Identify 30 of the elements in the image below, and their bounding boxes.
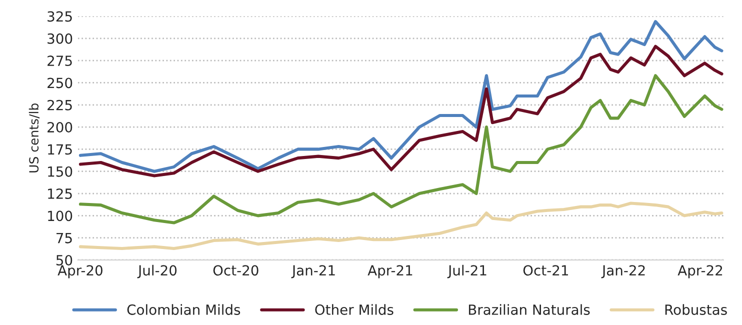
- legend-label: Other Milds: [315, 304, 394, 315]
- x-tick-label: Oct-21: [523, 265, 568, 276]
- y-tick-label: 275: [48, 56, 72, 66]
- x-tick-label: Jan-21: [291, 265, 335, 278]
- y-tick-label: 150: [48, 166, 72, 177]
- y-tick-label: 125: [48, 188, 72, 199]
- x-tick-label: Apr-22: [678, 265, 722, 278]
- y-axis-title: US cents/lb: [28, 104, 40, 172]
- x-tick-label: Jul-21: [447, 264, 486, 278]
- y-tick-label: 100: [48, 210, 72, 222]
- line-series: [78, 20, 724, 173]
- line-series: [78, 44, 724, 178]
- legend-label: Colombian Milds: [127, 304, 240, 315]
- y-tick-label: 325: [48, 11, 72, 22]
- y-tick-label: 50: [56, 254, 72, 266]
- x-tick-label: Apr-20: [58, 265, 102, 278]
- y-tick-label: 250: [48, 78, 72, 88]
- x-tick-label: Apr-21: [368, 265, 412, 278]
- legend-label: Brazilian Naturals: [468, 304, 590, 315]
- y-tick-label: 175: [48, 144, 72, 155]
- x-tick-label: Jan-22: [601, 265, 645, 278]
- x-tick-label: Oct-20: [213, 265, 258, 276]
- x-tick-label: Jul-20: [137, 264, 177, 278]
- y-tick-label: 75: [56, 232, 72, 244]
- y-tick-label: 225: [48, 100, 72, 110]
- y-tick-label: 200: [48, 122, 72, 133]
- y-tick-label: 300: [48, 33, 72, 44]
- legend-label: Robustas: [665, 304, 727, 315]
- line-series: [78, 202, 724, 250]
- line-series: [78, 74, 724, 224]
